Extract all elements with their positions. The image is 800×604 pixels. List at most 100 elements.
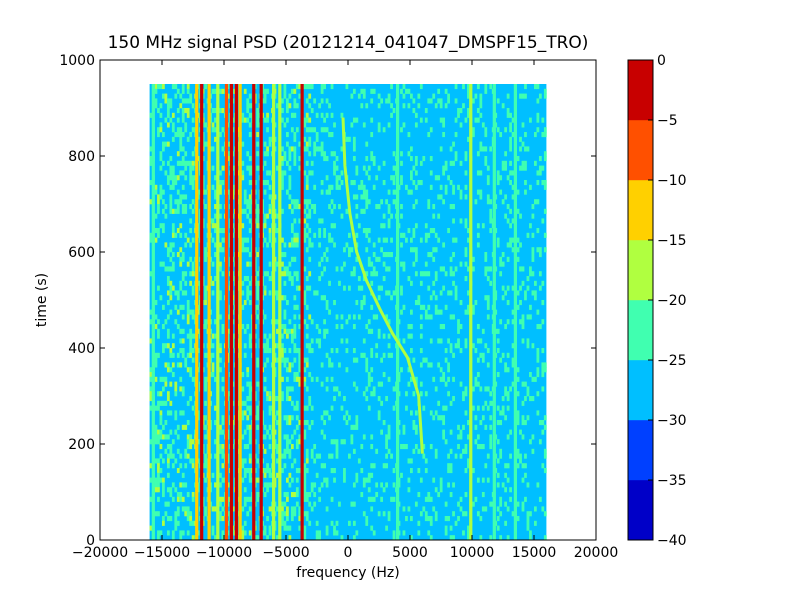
- noise-cell: [159, 84, 163, 90]
- noise-cell: [176, 117, 180, 123]
- noise-cell: [171, 184, 175, 190]
- noise-cell: [449, 204, 453, 210]
- noise-cell: [365, 324, 369, 330]
- noise-cell: [246, 415, 250, 421]
- noise-cell: [365, 386, 369, 392]
- noise-cell: [427, 530, 431, 536]
- noise-cell: [419, 348, 423, 354]
- noise-cell: [305, 420, 309, 426]
- noise-cell: [293, 324, 297, 330]
- noise-cell: [377, 396, 381, 402]
- noise-cell: [159, 295, 163, 301]
- noise-cell: [241, 410, 245, 416]
- noise-cell: [281, 396, 284, 402]
- noise-cell: [191, 333, 195, 339]
- noise-cell: [390, 213, 393, 219]
- noise-cell: [162, 516, 165, 522]
- noise-cell: [189, 165, 193, 171]
- noise-cell: [268, 525, 272, 531]
- noise-cell: [352, 141, 356, 147]
- noise-cell: [531, 213, 535, 219]
- noise-cell: [407, 276, 411, 282]
- noise-cell: [429, 496, 433, 502]
- noise-cell: [276, 396, 279, 402]
- noise-cell: [169, 516, 173, 522]
- noise-cell: [181, 194, 185, 200]
- noise-cell: [454, 290, 458, 296]
- noise-cell: [293, 458, 297, 464]
- noise-cell: [499, 511, 503, 517]
- noise-cell: [281, 271, 284, 277]
- noise-cell: [335, 314, 339, 320]
- noise-cell: [543, 132, 547, 138]
- noise-cell: [424, 261, 428, 267]
- noise-cell: [248, 496, 252, 502]
- noise-cell: [370, 261, 374, 267]
- noise-cell: [176, 199, 180, 205]
- noise-cell: [392, 165, 396, 171]
- noise-cell: [305, 127, 309, 133]
- noise-cell: [343, 396, 346, 402]
- noise-cell: [333, 477, 336, 483]
- noise-cell: [290, 434, 294, 440]
- noise-cell: [442, 122, 446, 128]
- persistent-signal-line: [200, 84, 204, 540]
- noise-cell: [536, 112, 540, 118]
- noise-cell: [159, 261, 163, 267]
- noise-cell: [211, 367, 215, 373]
- noise-cell: [305, 492, 309, 498]
- noise-cell: [506, 218, 510, 224]
- noise-cell: [283, 520, 287, 526]
- noise-cell: [449, 468, 453, 474]
- noise-cell: [372, 88, 376, 94]
- noise-cell: [266, 429, 269, 435]
- noise-cell: [211, 88, 215, 94]
- noise-cell: [189, 160, 193, 166]
- noise-cell: [186, 309, 190, 315]
- noise-cell: [472, 386, 475, 392]
- noise-cell: [154, 357, 158, 363]
- noise-cell: [486, 386, 490, 392]
- noise-cell: [377, 410, 381, 416]
- noise-cell: [266, 396, 269, 402]
- noise-cell: [154, 324, 158, 330]
- noise-cell: [541, 180, 545, 186]
- noise-cell: [330, 439, 334, 445]
- noise-cell: [333, 223, 336, 229]
- noise-cell: [509, 386, 512, 392]
- noise-cell: [427, 362, 431, 368]
- noise-cell: [340, 535, 344, 541]
- noise-cell: [305, 112, 309, 118]
- noise-cell: [191, 348, 195, 354]
- noise-cell: [447, 376, 450, 382]
- noise-cell: [407, 324, 411, 330]
- noise-cell: [176, 252, 180, 258]
- noise-cell: [241, 242, 245, 248]
- noise-cell: [489, 400, 493, 406]
- noise-cell: [157, 400, 160, 406]
- noise-cell: [283, 434, 287, 440]
- noise-cell: [437, 237, 441, 243]
- noise-cell: [335, 324, 339, 330]
- noise-cell: [526, 386, 530, 392]
- noise-cell: [204, 381, 207, 387]
- noise-cell: [437, 98, 441, 104]
- noise-cell: [179, 280, 183, 286]
- noise-cell: [295, 304, 299, 310]
- noise-cell: [276, 261, 279, 267]
- noise-cell: [352, 381, 356, 387]
- noise-cell: [422, 444, 426, 450]
- noise-cell: [295, 276, 299, 282]
- noise-cell: [412, 247, 416, 253]
- noise-cell: [511, 343, 515, 349]
- noise-cell: [290, 333, 294, 339]
- colorbar-segment: [628, 240, 653, 301]
- noise-cell: [221, 415, 225, 421]
- noise-cell: [157, 496, 160, 502]
- noise-cell: [429, 98, 433, 104]
- noise-cell: [432, 213, 436, 219]
- noise-cell: [320, 112, 324, 118]
- noise-cell: [333, 122, 336, 128]
- noise-cell: [385, 237, 388, 243]
- noise-cell: [283, 266, 287, 272]
